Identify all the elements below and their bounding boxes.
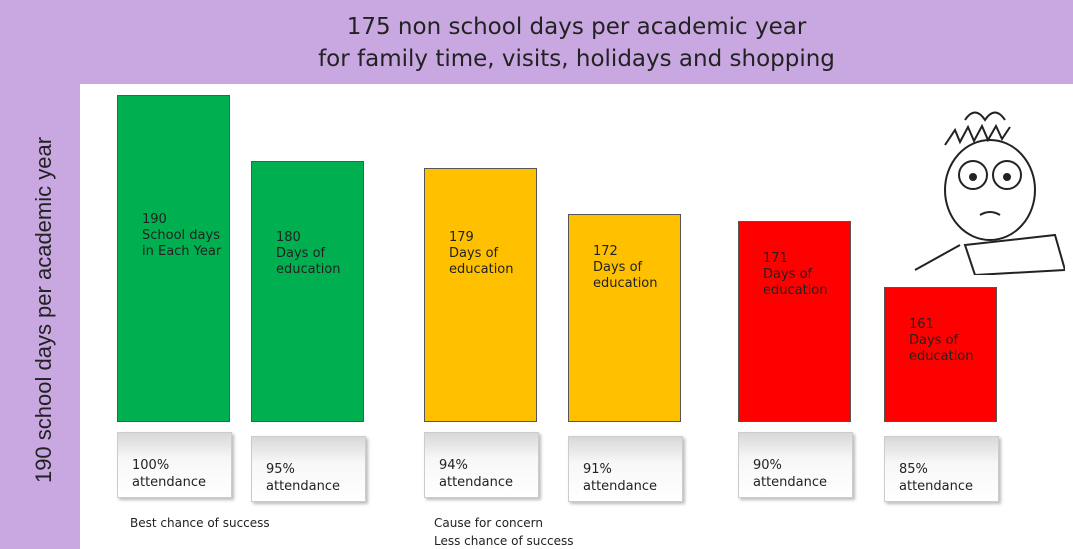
attendance-box: 85%attendance — [884, 436, 999, 502]
attendance-caption: attendance — [899, 478, 973, 495]
attendance-text: 95%attendance — [266, 461, 340, 495]
attendance-text: 100%attendance — [132, 457, 206, 491]
note-line: Less chance of success — [434, 532, 573, 549]
bar-label: Days of education — [449, 246, 529, 278]
attendance-text: 85%attendance — [899, 461, 973, 495]
attendance-box: 94%attendance — [424, 432, 539, 498]
attendance-caption: attendance — [753, 474, 827, 491]
attendance-value: 94% — [439, 457, 513, 474]
attendance-box: 90%attendance — [738, 432, 853, 498]
bar-value: 180 — [276, 230, 356, 246]
infographic: 175 non school days per academic year fo… — [0, 0, 1073, 549]
title-line: 175 non school days per academic year — [80, 14, 1073, 40]
bar-label: Days of education — [276, 246, 356, 278]
attendance-text: 94%attendance — [439, 457, 513, 491]
note-line: Best chance of success — [130, 514, 270, 532]
attendance-value: 85% — [899, 461, 973, 478]
title-line: for family time, visits, holidays and sh… — [80, 46, 1073, 72]
attendance-caption: attendance — [266, 478, 340, 495]
bar-value: 179 — [449, 230, 529, 246]
group-note: Best chance of success — [130, 514, 270, 532]
attendance-value: 90% — [753, 457, 827, 474]
bar-value: 190 — [142, 212, 222, 228]
attendance-box: 95%attendance — [251, 436, 366, 502]
attendance-box: 91%attendance — [568, 436, 683, 502]
bar-label: School days in Each Year — [142, 228, 222, 260]
attendance-text: 90%attendance — [753, 457, 827, 491]
bar — [251, 161, 364, 422]
side-label: 190 school days per academic year — [31, 137, 57, 483]
attendance-value: 95% — [266, 461, 340, 478]
attendance-value: 100% — [132, 457, 206, 474]
note-line: Cause for concern — [434, 514, 573, 532]
attendance-value: 91% — [583, 461, 657, 478]
bar-label: Days of education — [593, 260, 673, 292]
bar — [424, 168, 537, 422]
attendance-text: 91%attendance — [583, 461, 657, 495]
bar-value: 171 — [763, 251, 843, 267]
attendance-caption: attendance — [132, 474, 206, 491]
bar-label: Days of education — [909, 333, 989, 365]
cartoon — [905, 95, 1065, 275]
attendance-caption: attendance — [439, 474, 513, 491]
attendance-caption: attendance — [583, 478, 657, 495]
bar-value: 172 — [593, 244, 673, 260]
attendance-box: 100%attendance — [117, 432, 232, 498]
bar-value: 161 — [909, 317, 989, 333]
bar-label: Days of education — [763, 267, 843, 299]
